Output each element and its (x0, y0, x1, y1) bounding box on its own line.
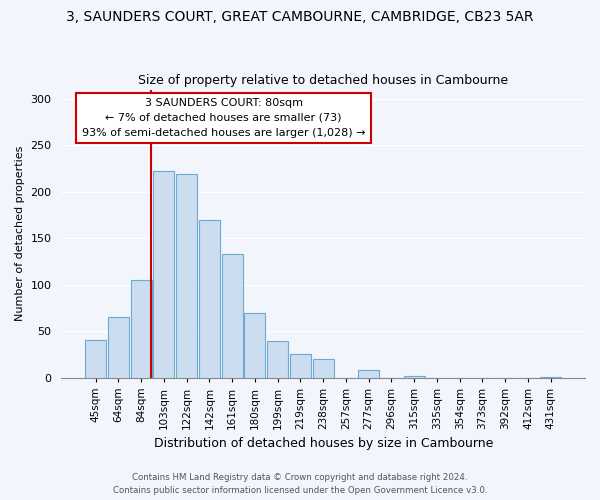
Title: Size of property relative to detached houses in Cambourne: Size of property relative to detached ho… (138, 74, 508, 87)
Bar (540, 376, 561, 378)
Bar (267, 342, 288, 378)
Bar (358, 370, 379, 378)
Bar (154, 172, 175, 378)
Bar (244, 314, 265, 378)
Text: 3, SAUNDERS COURT, GREAT CAMBOURNE, CAMBRIDGE, CB23 5AR: 3, SAUNDERS COURT, GREAT CAMBOURNE, CAMB… (66, 10, 534, 24)
Bar (290, 354, 311, 378)
X-axis label: Distribution of detached houses by size in Cambourne: Distribution of detached houses by size … (154, 437, 493, 450)
Bar (85, 340, 106, 378)
Bar (404, 376, 425, 378)
Bar (313, 359, 334, 378)
Bar (176, 174, 197, 378)
Text: 3 SAUNDERS COURT: 80sqm
← 7% of detached houses are smaller (73)
93% of semi-det: 3 SAUNDERS COURT: 80sqm ← 7% of detached… (82, 98, 365, 138)
Bar (131, 280, 152, 378)
Bar (222, 254, 242, 378)
Bar (108, 317, 129, 378)
Text: Contains HM Land Registry data © Crown copyright and database right 2024.
Contai: Contains HM Land Registry data © Crown c… (113, 474, 487, 495)
Y-axis label: Number of detached properties: Number of detached properties (15, 146, 25, 321)
Bar (199, 220, 220, 378)
